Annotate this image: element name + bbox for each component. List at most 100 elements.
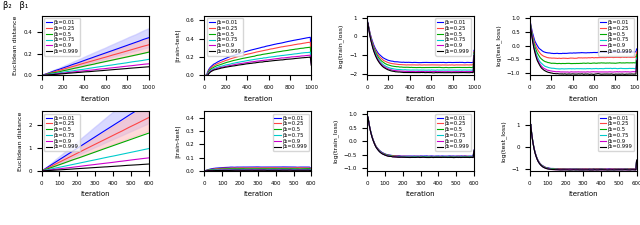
β₂=0.25 (307, 41, 314, 44)
β₂=0.75 (470, 149, 477, 152)
β₂=0.75 (410, 69, 418, 71)
Legend: β₂=0.01, β₂=0.25, β₂=0.5, β₂=0.75, β₂=0.9, β₂=0.999: β₂=0.01, β₂=0.25, β₂=0.5, β₂=0.75, β₂=0.… (207, 18, 243, 56)
β₂=0.01 (49, 70, 56, 73)
β₂=0.5 (470, 149, 477, 152)
β₂=0.25 (272, 166, 280, 169)
Y-axis label: log(test_loss): log(test_loss) (500, 120, 506, 162)
β₂=0.9 (410, 70, 418, 73)
Line: β₂=0.5: β₂=0.5 (204, 47, 311, 75)
β₂=0.25 (382, 153, 390, 156)
β₂=0.5 (459, 156, 467, 158)
Line: β₂=0.75: β₂=0.75 (42, 149, 148, 171)
β₂=0.999 (65, 168, 73, 171)
β₂=0.01 (38, 74, 45, 77)
β₂=0.999 (363, 27, 371, 29)
β₂=0.25 (57, 160, 65, 163)
β₂=0.5 (363, 26, 371, 29)
β₂=0.999 (286, 58, 294, 61)
β₂=0.25 (609, 56, 617, 59)
β₂=0.01 (415, 61, 422, 64)
β₂=0.5 (211, 65, 219, 68)
β₂=0.9 (211, 68, 219, 70)
β₂=0.5 (272, 167, 280, 170)
β₂=0.01 (284, 40, 292, 43)
Line: β₂=0.01: β₂=0.01 (367, 22, 474, 63)
β₂=0.25 (307, 56, 315, 58)
β₂=0.25 (364, 21, 372, 24)
β₂=0.75 (248, 58, 255, 61)
β₂=0.25 (211, 63, 219, 66)
β₂=0.01 (470, 149, 477, 151)
β₂=0.9 (272, 169, 280, 171)
β₂=0.999 (249, 169, 257, 172)
β₂=0.5 (307, 46, 314, 49)
β₂=0.999 (228, 169, 236, 172)
Line: β₂=0.75: β₂=0.75 (204, 169, 311, 171)
β₂=0.25 (412, 155, 419, 158)
β₂=0.9 (444, 156, 451, 159)
β₂=0.999 (633, 159, 640, 162)
X-axis label: iteration: iteration (406, 96, 435, 102)
β₂=0.999 (609, 73, 617, 76)
Line: β₂=0.999: β₂=0.999 (42, 164, 148, 171)
β₂=0.25 (426, 155, 434, 158)
β₂=0.75 (470, 53, 478, 56)
β₂=0.01 (307, 36, 314, 39)
Line: β₂=0.25: β₂=0.25 (530, 124, 637, 169)
β₂=0.25 (545, 167, 553, 170)
β₂=0.999 (111, 68, 119, 71)
β₂=0.75 (432, 69, 440, 72)
β₂=0.5 (307, 58, 315, 61)
β₂=0.9 (570, 71, 577, 73)
Line: β₂=0.25: β₂=0.25 (367, 22, 474, 65)
β₂=0.9 (575, 169, 582, 171)
β₂=0.75 (200, 170, 208, 172)
β₂=0.9 (307, 63, 315, 66)
Line: β₂=0.999: β₂=0.999 (42, 67, 148, 75)
β₂=0.999 (272, 169, 280, 172)
β₂=0.999 (364, 116, 372, 118)
β₂=0.25 (526, 31, 534, 34)
β₂=0.01 (526, 132, 534, 135)
β₂=0.9 (447, 70, 454, 73)
β₂=0.75 (609, 67, 617, 70)
β₂=0.9 (449, 70, 456, 73)
β₂=0.9 (111, 66, 119, 69)
β₂=0.01 (554, 167, 561, 170)
β₂=0.999 (264, 169, 271, 172)
β₂=0.9 (228, 169, 236, 171)
β₂=0.25 (200, 74, 208, 77)
β₂=0.75 (426, 156, 434, 158)
β₂=0.01 (109, 124, 117, 127)
β₂=0.9 (435, 156, 442, 159)
β₂=0.75 (437, 69, 445, 71)
β₂=0.5 (545, 167, 553, 170)
β₂=0.5 (611, 62, 619, 65)
β₂=0.75 (38, 170, 45, 172)
β₂=0.9 (470, 150, 477, 152)
β₂=0.999 (566, 169, 573, 171)
β₂=0.75 (281, 168, 289, 171)
β₂=0.9 (585, 169, 593, 171)
β₂=0.5 (600, 62, 607, 64)
β₂=0.75 (109, 155, 117, 157)
β₂=0.75 (272, 168, 280, 171)
X-axis label: iteration: iteration (243, 96, 273, 102)
β₂=0.25 (449, 64, 456, 66)
β₂=0.25 (575, 168, 582, 170)
β₂=0.9 (118, 160, 126, 162)
β₂=0.75 (607, 168, 614, 171)
β₂=0.75 (633, 159, 640, 162)
β₂=0.9 (65, 166, 73, 169)
β₂=0.75 (57, 166, 65, 168)
β₂=0.25 (435, 155, 442, 158)
β₂=0.25 (249, 166, 257, 169)
X-axis label: iteration: iteration (568, 191, 598, 197)
β₂=0.75 (145, 147, 152, 150)
β₂=0.01 (81, 59, 89, 62)
β₂=0.01 (200, 169, 208, 172)
β₂=0.999 (406, 71, 414, 74)
β₂=0.25 (284, 45, 292, 47)
β₂=0.999 (145, 163, 152, 165)
β₂=0.9 (274, 57, 282, 60)
